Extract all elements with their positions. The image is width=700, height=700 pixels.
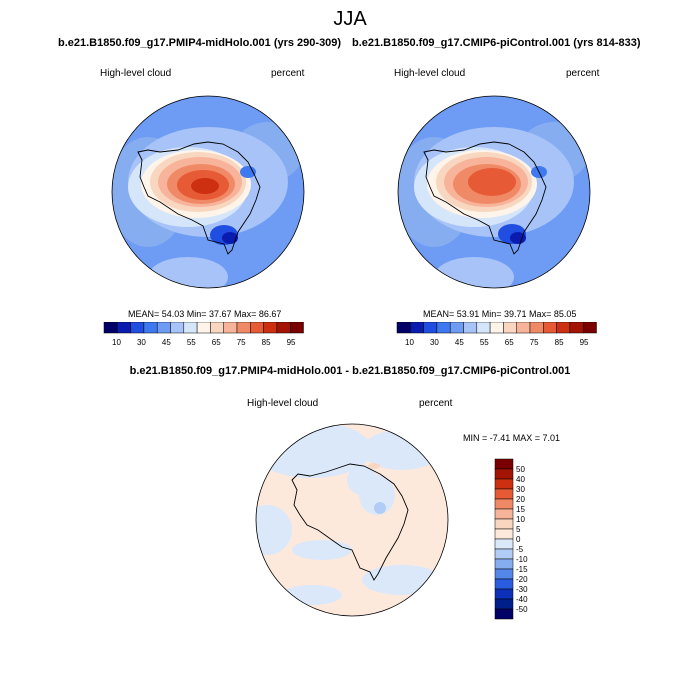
colorbar-right-swatch: [503, 322, 517, 334]
colorbar-left-swatch: [117, 322, 131, 334]
colorbar-left-swatch: [196, 322, 211, 334]
colorbar-left-swatch: [170, 322, 185, 334]
colorbar-difference-tick-label: -15: [516, 565, 528, 574]
colorbar-difference-tick-label: 50: [516, 465, 525, 474]
colorbar-right-swatch: [476, 322, 491, 334]
colorbar-left-swatch: [223, 322, 238, 334]
colorbar-left-swatch: [236, 322, 251, 334]
panel-right-title: b.e21.B1850.f09_g17.CMIP6-piControl.001 …: [352, 37, 641, 49]
colorbar-difference-tick-label: -20: [516, 575, 528, 584]
colorbar-difference-swatch: [494, 518, 514, 530]
panel-left-units: percent: [271, 68, 305, 79]
colorbar-left-tick-label: 95: [287, 338, 296, 347]
colorbar-left-tick-label: 30: [137, 338, 146, 347]
panel-right-stats: MEAN= 53.91 Min= 39.71 Max= 85.05: [423, 309, 577, 319]
colorbar-left-swatch: [276, 322, 291, 334]
colorbar-difference-swatch: [494, 478, 514, 490]
colorbar-right-swatch: [449, 322, 464, 334]
colorbar-difference-swatch: [494, 528, 514, 540]
colorbar-right: 10 30 45 55 65 75 85 95: [396, 322, 597, 347]
colorbar-right-swatch: [556, 322, 571, 334]
colorbar-difference-tick-label: 40: [516, 475, 525, 484]
colorbar-left-swatch: [143, 322, 158, 334]
colorbar-right-swatch: [516, 322, 531, 334]
colorbar-left-swatch: [130, 322, 145, 334]
colorbar-right-swatch: [423, 322, 438, 334]
colorbar-difference-tick-label: 10: [516, 515, 525, 524]
colorbar-difference-swatch: [494, 568, 514, 580]
colorbar-right-tick-label: 55: [480, 338, 489, 347]
colorbar-difference-swatch: [494, 548, 514, 560]
polar-map-difference: [255, 423, 449, 617]
difference-title: b.e21.B1850.f09_g17.PMIP4-midHolo.001 - …: [129, 365, 571, 377]
colorbar-right-swatch: [543, 322, 557, 334]
colorbar-difference-swatch: [494, 558, 514, 570]
colorbar-difference-swatch: [494, 538, 514, 550]
colorbar-left-tick-label: 75: [237, 338, 246, 347]
colorbar-difference-swatch: [494, 458, 514, 470]
colorbar-right-swatch: [463, 322, 478, 334]
colorbar-difference-tick-label: -40: [516, 595, 528, 604]
colorbar-left-tick-label: 10: [112, 338, 121, 347]
colorbar-right-tick-label: 10: [405, 338, 414, 347]
colorbar-difference-tick-label: 0: [516, 535, 521, 544]
colorbar-difference-swatch: [494, 588, 514, 600]
colorbar-difference-swatch: [494, 598, 514, 610]
colorbar-difference-tick-label: 5: [516, 525, 521, 534]
colorbar-left-swatch: [289, 322, 304, 334]
colorbar-right-swatch: [569, 322, 584, 334]
colorbar-difference-swatch: [494, 468, 514, 480]
polar-map-left: [111, 95, 305, 289]
colorbar-right-swatch: [529, 322, 544, 334]
colorbar-difference-tick-label: -50: [516, 605, 528, 614]
colorbar-difference-tick-label: -10: [516, 555, 528, 564]
colorbar-difference-swatch: [494, 578, 514, 590]
panel-right-units: percent: [566, 68, 600, 79]
difference-stats: MIN = -7.41 MAX = 7.01: [463, 433, 561, 443]
panel-left-title: b.e21.B1850.f09_g17.PMIP4-midHolo.001 (y…: [58, 37, 342, 49]
panel-left-variable: High-level cloud: [100, 68, 172, 79]
colorbar-left-tick-label: 85: [262, 338, 271, 347]
colorbar-left-swatch: [156, 322, 171, 334]
figure-title: JJA: [333, 8, 367, 30]
colorbar-difference-swatch: [494, 608, 514, 620]
colorbar-right-tick-label: 45: [455, 338, 464, 347]
colorbar-left-tick-label: 65: [212, 338, 221, 347]
colorbar-right-swatch: [489, 322, 504, 334]
colorbar-right-swatch: [410, 322, 424, 334]
colorbar-left-tick-label: 55: [187, 338, 196, 347]
colorbar-left-swatch: [183, 322, 198, 334]
colorbar-right-swatch: [436, 322, 451, 334]
colorbar-left-swatch: [103, 322, 118, 334]
colorbar-difference-swatch: [494, 508, 514, 520]
colorbar-difference-tick-label: -30: [516, 585, 528, 594]
colorbar-left-swatch: [263, 322, 278, 334]
colorbar-left-tick-label: 45: [162, 338, 171, 347]
colorbar-right-swatch: [582, 322, 597, 334]
panel-left-stats: MEAN= 54.03 Min= 37.67 Max= 86.67: [128, 309, 282, 319]
colorbar-difference-swatch: [494, 498, 514, 510]
colorbar-left-swatch: [250, 322, 264, 334]
colorbar-difference-tick-label: -5: [516, 545, 524, 554]
colorbar-difference-swatch: [494, 488, 514, 500]
colorbar-right-tick-label: 75: [530, 338, 539, 347]
colorbar-right-tick-label: 65: [505, 338, 514, 347]
colorbar-right-tick-label: 85: [555, 338, 564, 347]
panel-right-variable: High-level cloud: [394, 68, 466, 79]
colorbar-difference-tick-label: 15: [516, 505, 525, 514]
difference-units: percent: [419, 398, 453, 409]
colorbar-right-swatch: [396, 322, 411, 334]
polar-map-right: [397, 95, 591, 289]
colorbar-right-tick-label: 95: [580, 338, 589, 347]
difference-variable: High-level cloud: [247, 398, 319, 409]
colorbar-left-swatch: [210, 322, 224, 334]
colorbar-left: 10 30 45 55 65 75 85 95: [103, 322, 304, 347]
colorbar-difference-tick-label: 20: [516, 495, 525, 504]
colorbar-difference-tick-label: 30: [516, 485, 525, 494]
colorbar-right-tick-label: 30: [430, 338, 439, 347]
